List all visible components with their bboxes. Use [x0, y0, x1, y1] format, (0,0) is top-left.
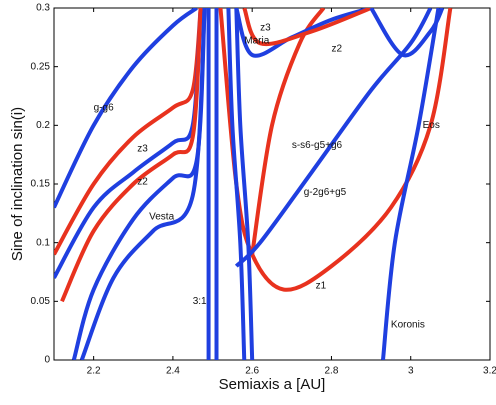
y-tick-label: 0 — [44, 355, 50, 366]
annotation: z2 — [137, 176, 148, 187]
annotation: Vesta — [149, 211, 174, 222]
y-tick-label: 0.3 — [36, 3, 50, 14]
annotation: s-s6-g5+g6 — [292, 140, 343, 151]
resonance-curve — [250, 8, 326, 255]
annotation: g-2g6+g5 — [304, 187, 347, 198]
y-tick-label: 0.05 — [31, 296, 51, 307]
annotation: 3:1 — [193, 296, 207, 307]
resonance-curve — [242, 8, 372, 47]
y-tick-label: 0.2 — [36, 120, 50, 131]
resonance-curve — [234, 8, 255, 360]
annotation: Koronis — [391, 319, 425, 330]
resonance-curve — [79, 8, 207, 360]
y-tick-label: 0.25 — [31, 61, 51, 72]
x-axis-label: Semiaxis a [AU] — [219, 376, 326, 393]
annotation: g-g6 — [94, 102, 114, 113]
x-tick-label: 2.2 — [87, 366, 101, 377]
y-axis-label: Sine of inclination sin(i) — [9, 107, 26, 261]
resonance-curve — [234, 8, 433, 268]
annotation: z2 — [331, 44, 342, 55]
y-tick-label: 0.15 — [31, 179, 51, 190]
resonance-curve — [369, 8, 445, 58]
plot-area — [54, 8, 453, 360]
x-tick-label: 2.6 — [245, 366, 259, 377]
y-tick-label: 0.1 — [36, 237, 50, 248]
x-tick-label: 3.2 — [483, 366, 496, 377]
resonance-curve — [226, 8, 247, 360]
annotation: Eos — [423, 120, 440, 131]
resonance-curve — [54, 8, 198, 209]
x-tick-label: 2.8 — [325, 366, 339, 377]
resonance-curve — [380, 8, 441, 360]
annotation: z1 — [316, 281, 327, 292]
annotation: z3 — [260, 23, 271, 34]
annotation: z3 — [137, 143, 148, 154]
resonance-curve — [60, 8, 203, 303]
annotation: Maria — [244, 35, 269, 46]
resonance-curve — [54, 8, 203, 256]
x-tick-label: 2.4 — [166, 366, 180, 377]
x-tick-label: 3 — [408, 366, 414, 377]
